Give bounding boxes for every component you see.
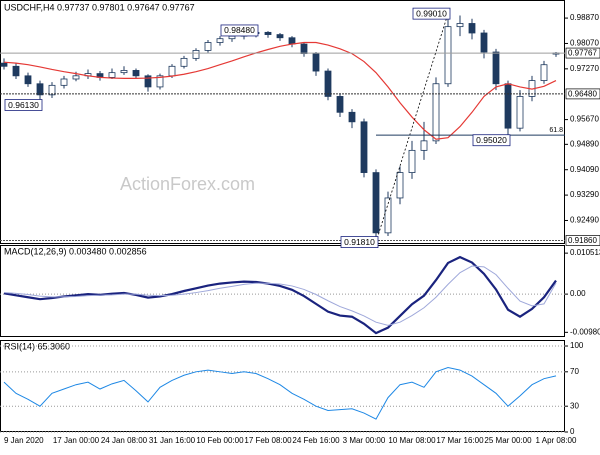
- candle-body: [480, 32, 488, 53]
- candle-body: [516, 96, 524, 129]
- x-tick-label: 10 Feb 00:00: [196, 436, 244, 445]
- y-tick-label: 0: [570, 427, 575, 436]
- candle-body: [312, 53, 320, 72]
- candle-body: [288, 37, 296, 45]
- annotation-label: 0.96130: [8, 100, 39, 110]
- candle-body: [492, 51, 500, 85]
- x-tick-label: 3 Mar 00:00: [343, 436, 386, 445]
- candle-body: [540, 64, 548, 81]
- candle-body: [396, 172, 404, 199]
- candle-body: [0, 62, 8, 67]
- candle-body: [120, 70, 128, 74]
- annotation-box: [4, 99, 43, 111]
- candle-body: [204, 42, 212, 51]
- candle-body: [132, 70, 140, 77]
- x-tick-label: 31 Jan 16:00: [149, 436, 196, 445]
- candle-body: [456, 23, 464, 28]
- candle-body: [144, 75, 152, 88]
- indicator-line: [3, 265, 557, 326]
- y-tick-label: 30: [570, 401, 579, 410]
- level-label-box: [565, 47, 600, 59]
- y-tick-label: 100: [570, 341, 584, 350]
- x-tick-label: 17 Jan 00:00: [53, 436, 100, 445]
- candle-body: [504, 83, 512, 129]
- y-tick-label: 0.98070: [570, 39, 599, 48]
- y-tick-label: 0.00: [570, 289, 586, 298]
- candle-body: [408, 149, 416, 173]
- macd-panel: [0, 245, 565, 337]
- candle-body: [324, 70, 332, 97]
- candle-body: [168, 65, 176, 77]
- annotation-label: 0.99010: [416, 8, 447, 18]
- candle-body: [192, 50, 200, 59]
- candle-body: [264, 31, 272, 35]
- annotation-box: [412, 7, 451, 20]
- indicator-line: [3, 366, 557, 420]
- y-tick-label: 0.010513: [570, 248, 600, 257]
- y-tick-label: 0.93290: [570, 190, 599, 199]
- y-tick-label: 0.94090: [570, 165, 599, 174]
- watermark: ActionForex.com: [120, 174, 255, 194]
- x-tick-label: 1 Apr 08:00: [536, 436, 577, 445]
- x-tick-label: 9 Jan 2020: [4, 436, 44, 445]
- x-tick-label: 10 Mar 08:00: [388, 436, 436, 445]
- candle-body: [300, 43, 308, 55]
- candle-body: [276, 34, 284, 39]
- candle-body: [12, 65, 20, 77]
- candle-body: [384, 197, 392, 234]
- candle-body: [360, 121, 368, 173]
- candle-body: [336, 96, 344, 113]
- y-tick-label: 0.94890: [570, 139, 599, 148]
- x-tick-label: 17 Feb 08:00: [244, 436, 292, 445]
- candle-body: [468, 23, 476, 34]
- x-tick-label: 25 Mar 00:00: [484, 436, 532, 445]
- level-label: 0.96480: [568, 90, 597, 99]
- candle-body: [216, 38, 224, 43]
- fib-label: 61.8: [549, 127, 563, 134]
- level-label-box: [565, 88, 600, 100]
- y-tick-label: 0.95670: [570, 115, 599, 124]
- candle-body: [36, 83, 44, 96]
- candle-body: [444, 26, 452, 85]
- macd-title: MACD(12,26,9) 0.003480 0.002856: [4, 246, 147, 256]
- annotation-label: 0.98480: [224, 25, 255, 35]
- moving-average: [3, 41, 557, 140]
- level-label: 0.97767: [568, 49, 597, 58]
- x-tick-label: 24 Jan 08:00: [101, 436, 148, 445]
- chart-title: USDCHF,H4 0.97737 0.97801 0.97647 0.9776…: [4, 2, 195, 12]
- y-tick-label: 0.98870: [570, 13, 599, 22]
- candle-body: [180, 57, 188, 67]
- annotation-label: 0.91810: [344, 237, 375, 247]
- candle-body: [156, 75, 164, 88]
- candle-body: [432, 83, 440, 142]
- candle-body: [48, 84, 56, 96]
- y-tick-label: -0.009804: [570, 327, 600, 336]
- annotation-box: [220, 24, 259, 37]
- candle-body: [108, 72, 116, 78]
- rsi-title: RSI(14) 65.3060: [4, 341, 70, 351]
- y-tick-label: 70: [570, 367, 579, 376]
- level-label: 0.91860: [568, 236, 597, 245]
- price-panel: [0, 0, 565, 244]
- candle-body: [228, 35, 236, 40]
- annotation-box: [340, 236, 379, 248]
- y-tick-label: 0.97270: [570, 64, 599, 73]
- indicator-line: [3, 255, 557, 335]
- annotation-label: 0.95020: [476, 135, 507, 145]
- annotation-box: [472, 134, 511, 147]
- x-tick-label: 24 Feb 16:00: [292, 436, 340, 445]
- candle-body: [420, 140, 428, 151]
- candle-body: [60, 78, 68, 86]
- candle-body: [348, 111, 356, 123]
- candle-body: [372, 172, 380, 234]
- candle-body: [24, 75, 32, 85]
- candle-body: [72, 75, 80, 80]
- y-tick-label: 0.92490: [570, 216, 599, 225]
- x-tick-label: 17 Mar 16:00: [436, 436, 484, 445]
- level-label-box: [565, 235, 600, 246]
